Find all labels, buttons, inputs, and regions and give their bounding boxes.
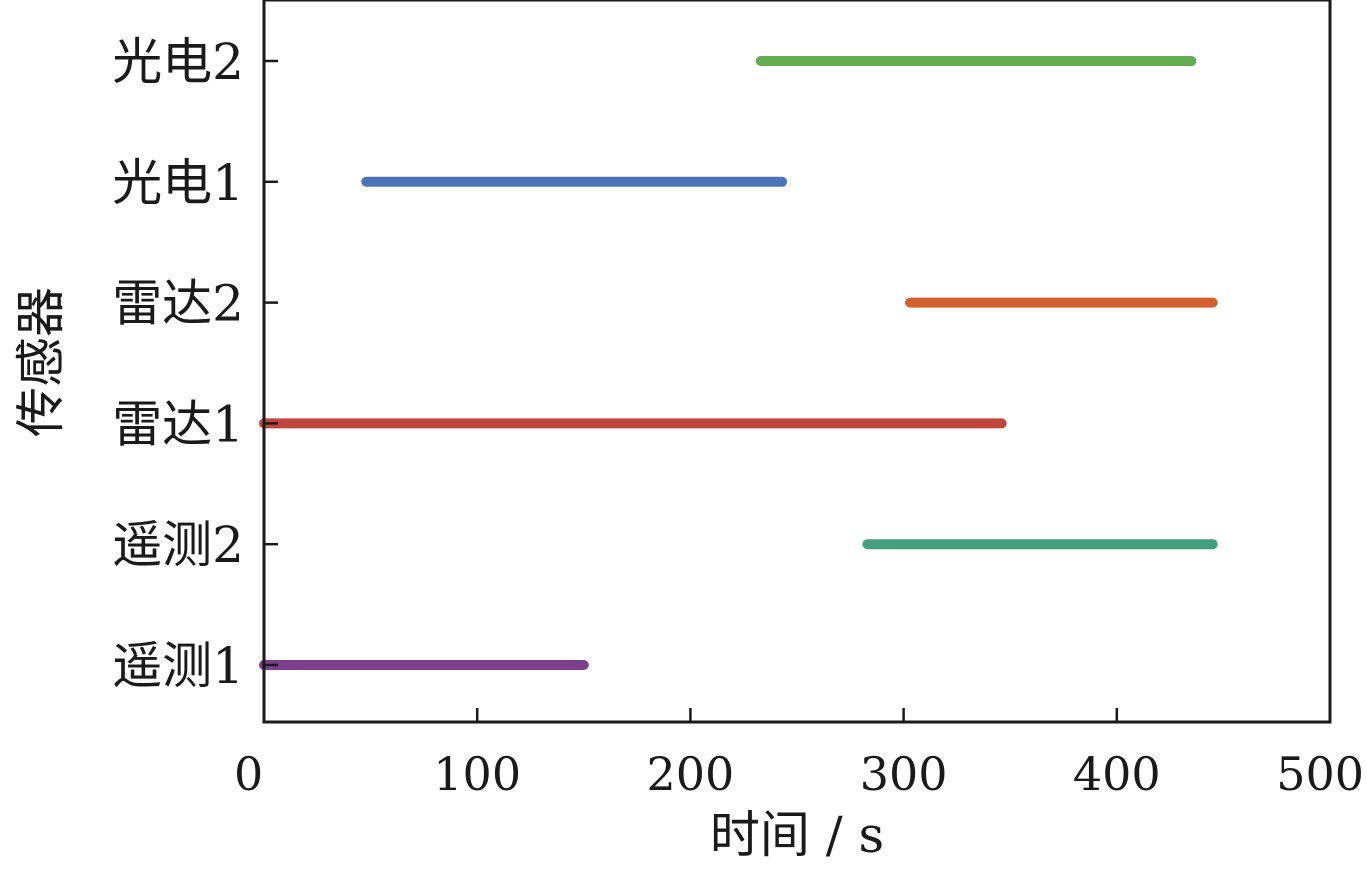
x-axis-ticks: 0 100 200 300 400 500 [234, 708, 1364, 801]
y-tick-label: 光电2 [112, 33, 244, 91]
x-tick-label: 0 [234, 747, 263, 801]
x-tick-label: 300 [860, 747, 948, 801]
x-tick-label: 500 [1276, 747, 1364, 801]
x-tick-label: 400 [1073, 747, 1161, 801]
y-axis-label: 传感器 [12, 287, 70, 437]
x-axis-label: 时间 / s [710, 806, 884, 864]
y-tick-label: 雷达2 [112, 275, 244, 333]
plot-frame [262, 0, 1332, 724]
y-tick-label: 光电1 [112, 154, 244, 212]
y-tick-label: 雷达1 [112, 395, 244, 453]
bars-layer [259, 56, 1218, 670]
x-tick-label: 200 [646, 747, 734, 801]
y-axis-ticks: 遥测1 遥测2 雷达1 雷达2 光电1 光电2 [112, 33, 278, 695]
y-tick-label: 遥测1 [112, 637, 244, 695]
x-tick-label: 100 [433, 747, 521, 801]
y-tick-label: 遥测2 [112, 516, 244, 574]
